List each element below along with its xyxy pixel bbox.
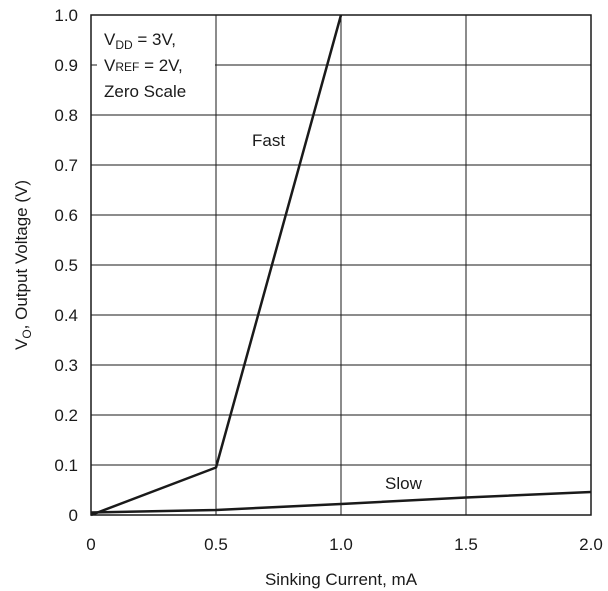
y-tick-label: 1.0: [54, 6, 78, 25]
x-tick-label: 2.0: [579, 535, 603, 554]
y-tick-label: 0.5: [54, 256, 78, 275]
conditions-box: VDD = 3V, VREF = 2V, Zero Scale: [104, 30, 186, 101]
x-tick-label: 0.5: [204, 535, 228, 554]
conditions-box-background: [97, 24, 215, 104]
y-tick-label: 0.3: [54, 356, 78, 375]
y-tick-label: 0: [69, 506, 78, 525]
series-label-fast: Fast: [252, 131, 285, 150]
tick-labels: 0 0.5 1.0 1.5 2.0 0 0.1 0.2 0.3 0.4 0.5 0.6 0.7 0.8 0.…: [54, 6, 602, 554]
x-tick-label: 0: [86, 535, 95, 554]
condition-zero-scale: Zero Scale: [104, 82, 186, 101]
y-tick-label: 0.6: [54, 206, 78, 225]
condition-vdd: VDD = 3V,: [104, 30, 176, 52]
series-label-slow: Slow: [385, 474, 423, 493]
series-line-slow: [90, 490, 592, 514]
series-line-fast: [90, 14, 343, 517]
plot-frame: [90, 14, 592, 516]
y-tick-label: 0.2: [54, 406, 78, 425]
x-tick-label: 1.0: [329, 535, 353, 554]
x-tick-label: 1.5: [454, 535, 478, 554]
y-tick-label: 0.1: [54, 456, 78, 475]
y-axis-label: VO, Output Voltage (V): [12, 180, 34, 350]
y-tick-label: 0.4: [54, 306, 78, 325]
condition-vref: VREF = 2V,: [104, 56, 183, 75]
y-tick-label: 0.9: [54, 56, 78, 75]
series-layer: [90, 14, 592, 517]
x-axis-label: Sinking Current, mA: [265, 570, 418, 589]
y-tick-label: 0.7: [54, 156, 78, 175]
y-tick-label: 0.8: [54, 106, 78, 125]
